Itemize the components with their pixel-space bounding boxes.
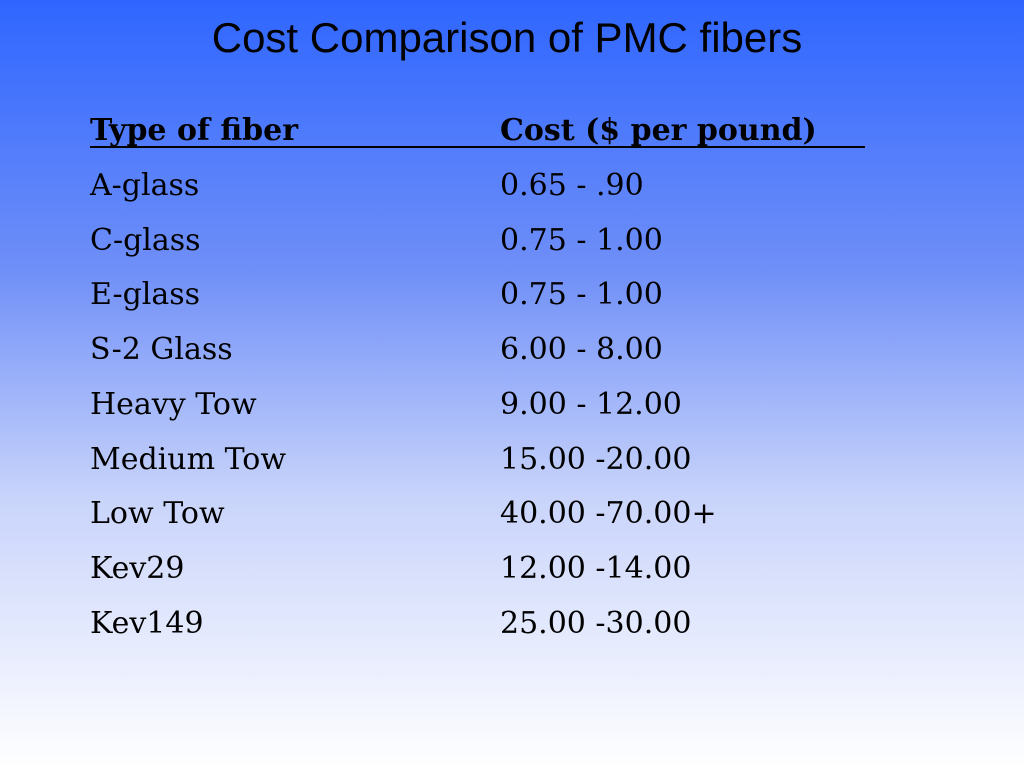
fiber-type: S-2 Glass — [90, 332, 233, 368]
fiber-type: A-glass — [90, 168, 200, 203]
fiber-cost: 0.65 - .90 — [500, 168, 644, 203]
fiber-cost: 0.75 - 1.00 — [500, 277, 663, 313]
fiber-type: Heavy Tow — [90, 386, 257, 422]
header-cell: Cost ($ per pound) — [500, 113, 817, 148]
table-row: Medium Tow 15.00 -20.00 — [90, 433, 990, 487]
table-row: S-2 Glass 6.00 - 8.00 — [90, 323, 990, 377]
fiber-type: Kev149 — [90, 605, 204, 641]
table-header: Type of fiber Cost ($ per pound) — [90, 104, 990, 158]
header-cell: Type of fiber — [90, 113, 299, 148]
table-row: Kev29 12.00 -14.00 — [90, 542, 990, 596]
fiber-cost: 9.00 - 12.00 — [500, 386, 682, 422]
fiber-cost: 25.00 -30.00 — [500, 605, 692, 641]
table-row: C-glass 0.75 - 1.00 — [90, 214, 990, 268]
header-underline — [90, 146, 865, 148]
fiber-type: Low Tow — [90, 496, 225, 532]
fiber-type: E-glass — [90, 277, 201, 313]
fiber-cost: 0.75 - 1.00 — [500, 222, 663, 258]
fiber-cost: 15.00 -20.00 — [500, 441, 692, 477]
fiber-cost: 40.00 -70.00+ — [500, 496, 717, 532]
fiber-type: C-glass — [90, 222, 201, 258]
slide-title: Cost Comparison of PMC fibers — [211, 14, 803, 61]
table-row: Kev149 25.00 -30.00 — [90, 597, 990, 651]
fiber-type: Medium Tow — [90, 441, 286, 477]
table-row: Heavy Tow 9.00 - 12.00 — [90, 378, 990, 432]
fiber-type: Kev29 — [90, 550, 185, 586]
table-row: Low Tow 40.00 -70.00+ — [90, 487, 990, 541]
table-row: E-glass 0.75 - 1.00 — [90, 268, 990, 322]
fiber-cost: 12.00 -14.00 — [500, 550, 692, 586]
table-row: A-glass 0.65 - .90 — [90, 159, 990, 213]
fiber-cost: 6.00 - 8.00 — [500, 332, 663, 368]
